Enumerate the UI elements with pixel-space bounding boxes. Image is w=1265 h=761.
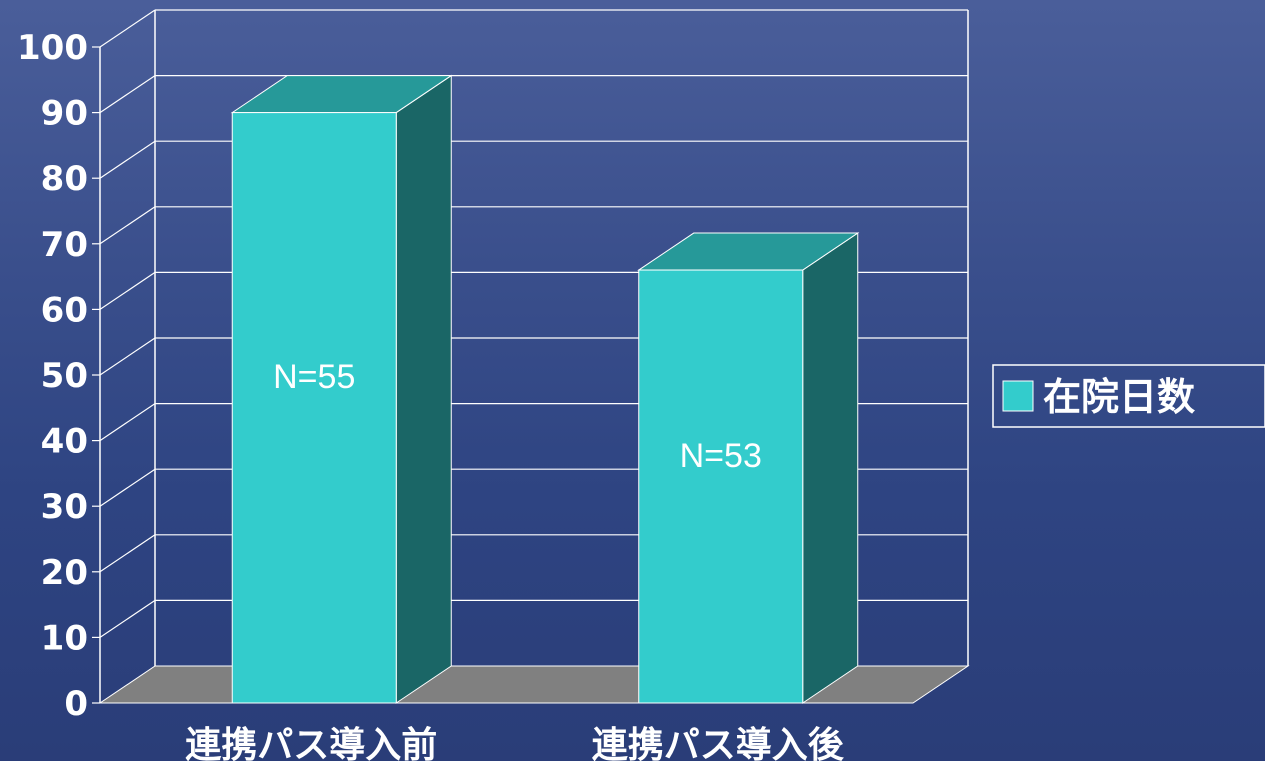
legend: 在院日数 (992, 364, 1265, 428)
y-tick-label: 100 (17, 28, 88, 68)
y-axis-ticks: 0 10 20 30 40 50 60 70 80 90 100 (17, 28, 88, 724)
y-tick-label: 70 (41, 225, 88, 265)
bar (230, 74, 453, 704)
y-tick-label: 80 (41, 159, 88, 199)
bar-data-label: N=55 (273, 358, 355, 396)
legend-label: 在院日数 (1043, 375, 1195, 419)
x-category-label: 連携パス導入前 (185, 725, 437, 761)
x-category-label: 連携パス導入後 (592, 725, 845, 761)
gridline-side (99, 403, 156, 442)
bar-front (231, 112, 397, 704)
y-tick-label: 30 (41, 487, 88, 527)
gridline-side (99, 9, 156, 48)
legend-box (992, 364, 1265, 428)
x-axis-categories: 連携パス導入前 連携パス導入後 (185, 725, 845, 761)
y-tick-label: 10 (41, 618, 88, 658)
y-tick-label: 0 (64, 684, 88, 724)
bar-data-label: N=53 (680, 437, 762, 475)
legend-swatch (1002, 380, 1034, 412)
y-tick-label: 50 (41, 356, 88, 396)
gridline-side (99, 468, 156, 507)
bar (637, 232, 860, 704)
y-tick-label: 60 (41, 290, 88, 330)
y-tick-label: 20 (41, 553, 88, 593)
bar-side (395, 74, 452, 704)
bar-front (638, 269, 804, 704)
y-tick-label: 40 (41, 422, 88, 462)
bars: N=55 N=53 (230, 74, 860, 704)
gridline-side (99, 140, 156, 179)
gridline-side (99, 599, 156, 638)
y-tick-label: 90 (41, 94, 88, 134)
gridline-side (99, 75, 156, 114)
gridline-side (99, 534, 156, 573)
gridline-side (99, 206, 156, 245)
gridline-side (99, 337, 156, 376)
bar-side (802, 232, 859, 704)
gridline-side (99, 271, 156, 310)
